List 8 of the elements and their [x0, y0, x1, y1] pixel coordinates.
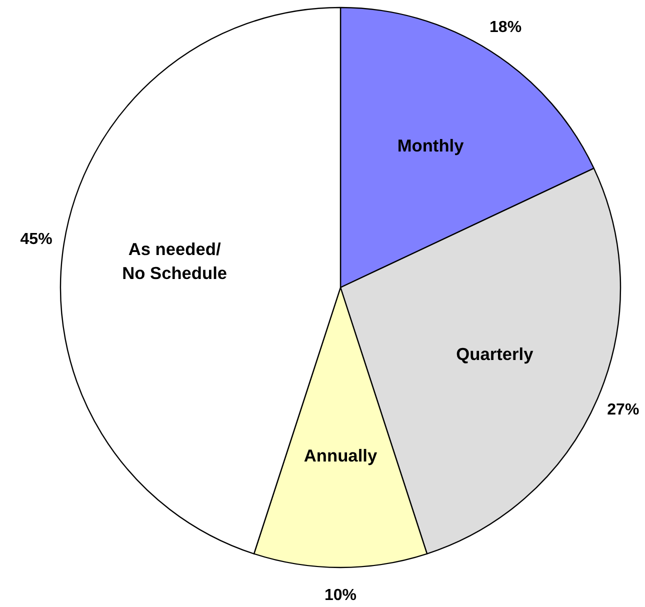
slice-label: Monthly	[397, 136, 464, 156]
slice-label: Annually	[304, 446, 378, 466]
slice-label: As needed/ No Schedule	[122, 239, 228, 284]
data-label: 10%	[324, 587, 357, 604]
data-label: 18%	[490, 18, 522, 36]
data-label: 27%	[607, 401, 640, 418]
slice-label: Quarterly	[456, 344, 534, 364]
data-label: 45%	[20, 230, 52, 248]
